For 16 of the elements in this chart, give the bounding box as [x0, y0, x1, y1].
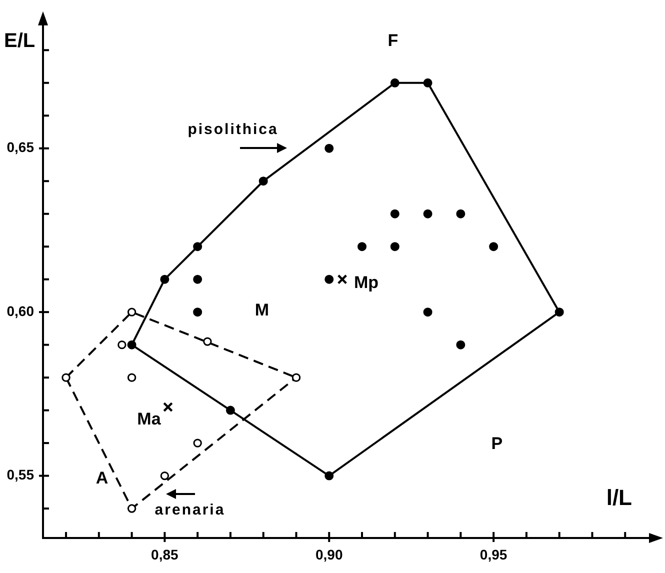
annotation: M — [254, 300, 270, 320]
annotation: A — [96, 468, 108, 488]
y-tick-label: 0,60 — [6, 302, 34, 319]
x-tick-label: 0,85 — [151, 546, 179, 562]
x-tick-label: 0,95 — [480, 546, 508, 562]
x-axis-title: l/L — [606, 485, 632, 510]
annotation: P — [491, 434, 503, 453]
annotation: Mp — [354, 273, 379, 292]
annotation: arenaria — [154, 502, 226, 519]
y-tick-label: 0,55 — [6, 466, 34, 483]
y-tick-label: 0,65 — [6, 139, 34, 156]
annotation: F — [388, 31, 398, 50]
annotation: pisolithica — [188, 120, 278, 138]
annotation: Ma — [137, 410, 162, 429]
y-axis-title: E/L — [4, 30, 36, 52]
x-tick-label: 0,90 — [316, 546, 343, 562]
